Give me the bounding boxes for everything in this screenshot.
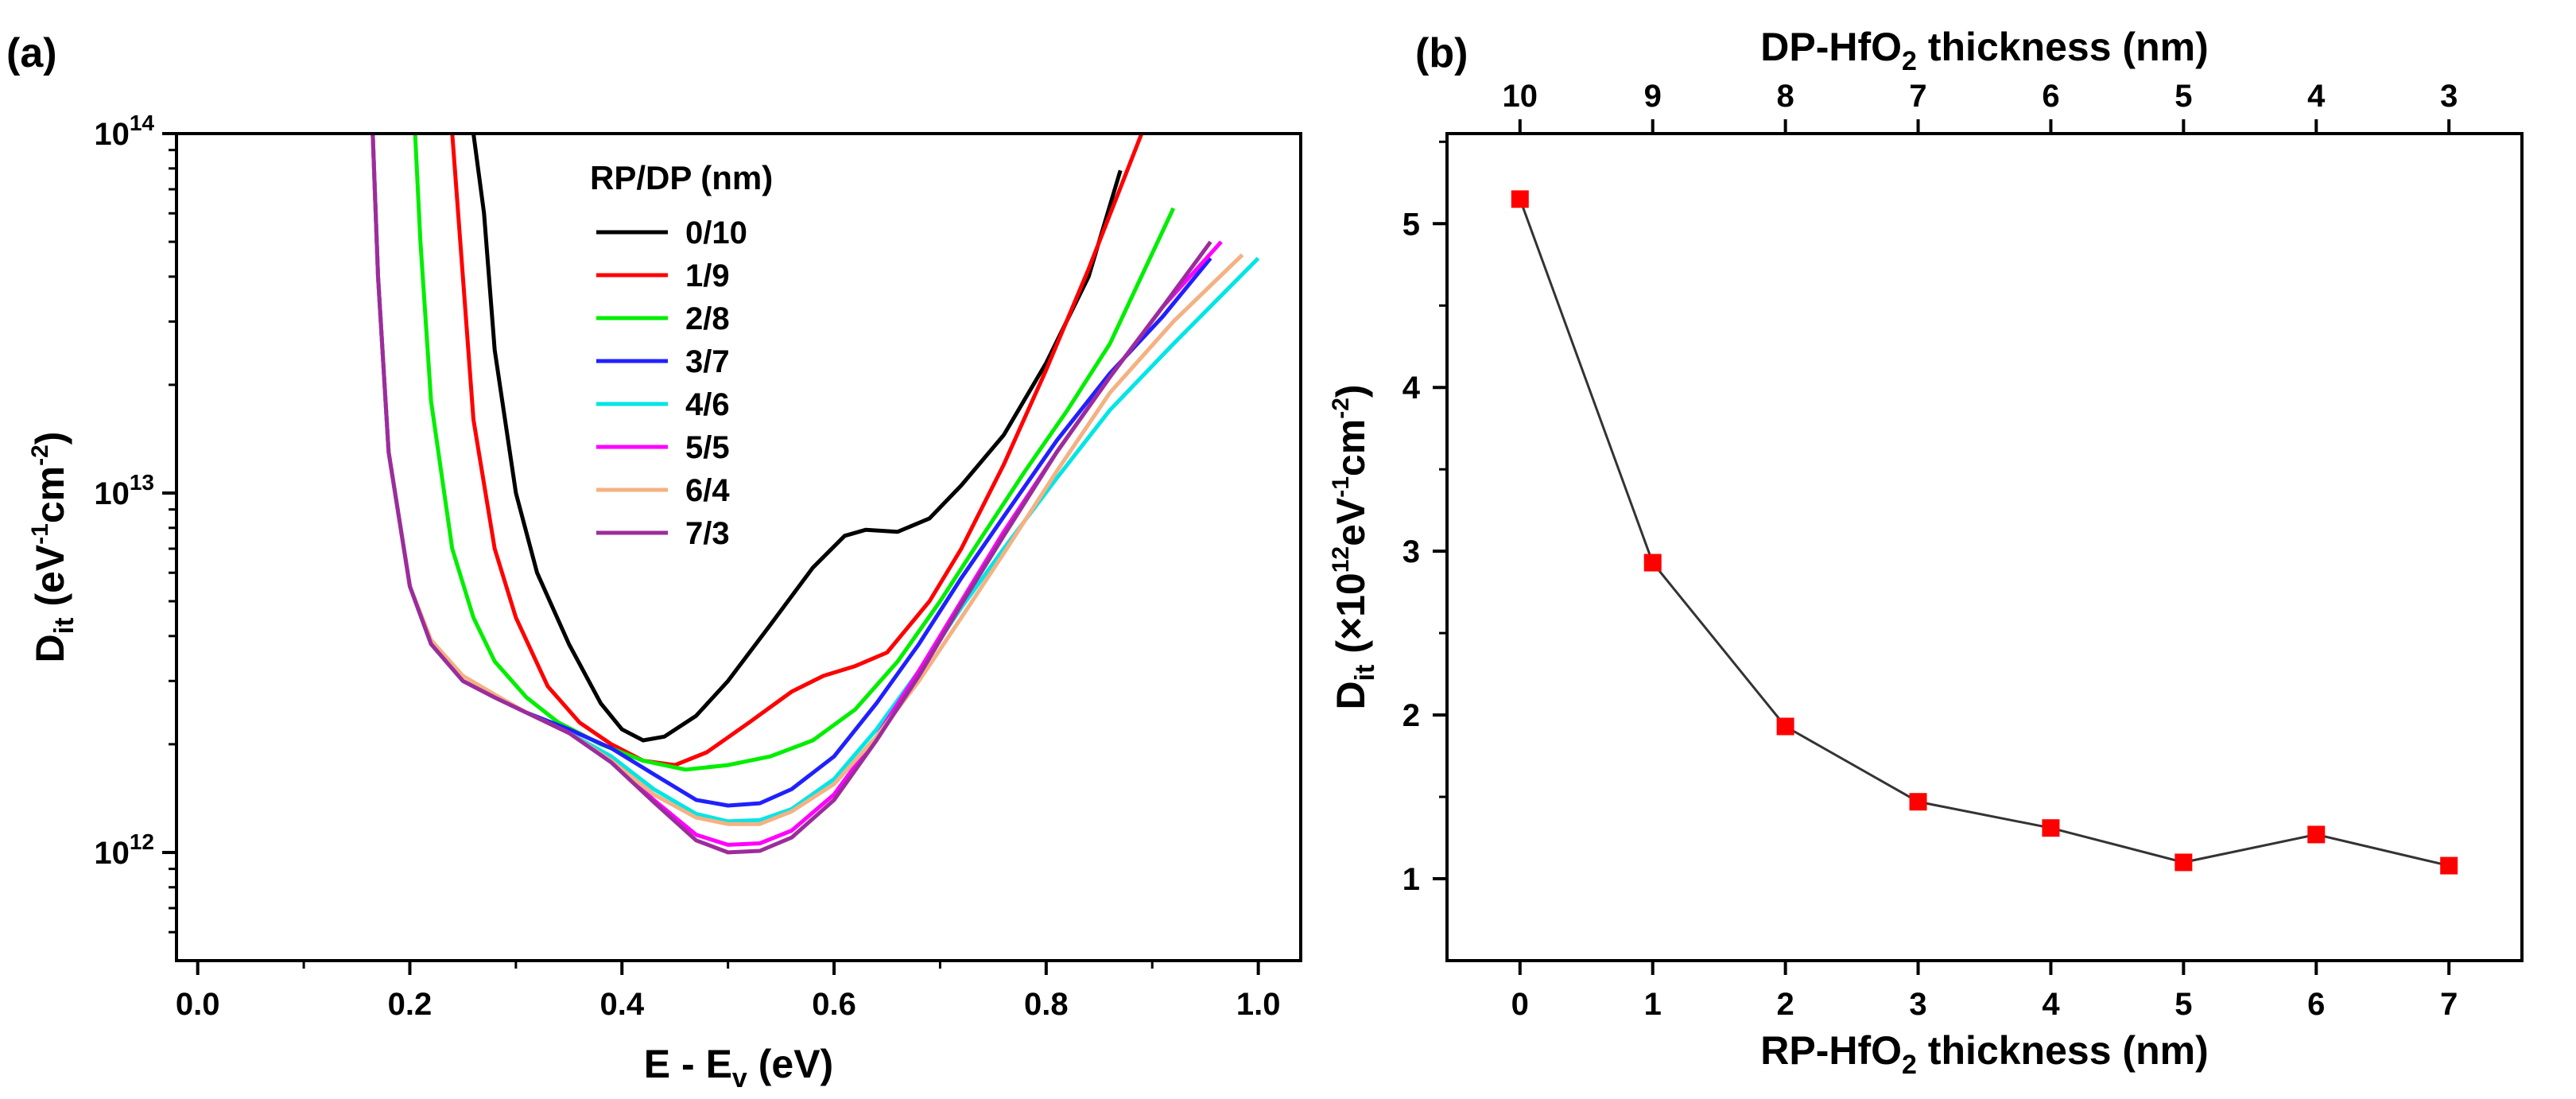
panel-b-top-x-axis-title: DP-HfO2 thickness (nm) — [1760, 25, 2208, 76]
x-tick-label: 0.2 — [388, 987, 433, 1022]
panel-b-y-axis-title: Dit (×1012eV-1cm-2) — [1328, 384, 1380, 709]
panel-a-y-ticks: 1012 1013 1014 — [94, 111, 177, 934]
legend-label-5-5: 5/5 — [685, 430, 730, 465]
top-x-tick-label: 7 — [1909, 79, 1926, 114]
x-tick-label: 2 — [1777, 987, 1794, 1022]
y-tick-label: 2 — [1402, 698, 1420, 733]
x-tick-label: 4 — [2042, 987, 2060, 1022]
legend-label-2-8: 2/8 — [685, 301, 730, 336]
legend-label-1-9: 1/9 — [685, 258, 730, 293]
data-point-marker — [2440, 856, 2458, 875]
data-point-marker — [2307, 825, 2326, 844]
x-tick-label: 6 — [2307, 987, 2325, 1022]
series-line-1-9 — [450, 134, 1144, 767]
y-tick-label: 1013 — [94, 470, 154, 511]
y-tick-label: 3 — [1402, 534, 1420, 569]
legend-label-3-7: 3/7 — [685, 344, 730, 379]
panel-b-top-x-ticks: 10 9 8 7 6 5 4 3 — [1503, 79, 2458, 134]
legend-label-6-4: 6/4 — [685, 473, 730, 508]
panel-a-y-axis-title: Dit (eV-1cm-2) — [27, 432, 80, 663]
x-tick-label: 5 — [2174, 987, 2192, 1022]
top-x-tick-label: 6 — [2042, 79, 2059, 114]
panel-b-label: (b) — [1415, 30, 1468, 76]
data-point-marker — [1776, 717, 1794, 736]
data-point-marker — [1909, 793, 1927, 811]
top-x-tick-label: 4 — [2307, 79, 2326, 114]
series-line-3-7 — [370, 134, 1212, 808]
y-tick-label: 1012 — [94, 829, 154, 871]
panel-b-x-ticks: 0 1 2 3 4 5 6 7 — [1511, 961, 2458, 1022]
x-tick-label: 3 — [1909, 987, 1926, 1022]
data-point-marker — [2042, 819, 2060, 837]
top-x-tick-label: 10 — [1503, 79, 1538, 114]
legend-label-7-3: 7/3 — [685, 516, 730, 551]
series-line-2-8 — [413, 134, 1176, 772]
x-tick-label: 1 — [1644, 987, 1662, 1022]
top-x-tick-label: 8 — [1777, 79, 1794, 114]
panel-b-x-axis-title: RP-HfO2 thickness (nm) — [1760, 1028, 2208, 1080]
series-line-7-3 — [370, 134, 1212, 855]
panel-a-x-axis-title: E - Ev (eV) — [644, 1042, 833, 1093]
x-tick-label: 0.4 — [599, 987, 644, 1022]
panel-a-plot-area — [370, 134, 1260, 855]
data-point-marker — [1511, 190, 1529, 208]
series-line-5-5 — [370, 134, 1223, 847]
panel-b: (b) 0 1 2 3 4 5 6 7 10 9 8 7 6 5 4 3 1 2 3 4 5 RP-HfO2 thi… — [1328, 25, 2524, 1080]
panel-a: (a) 0.0 0.2 0.4 0.6 0.8 1.0 1012 1013 1014 E - … — [6, 30, 1302, 1093]
top-x-tick-label: 3 — [2440, 79, 2458, 114]
legend-label-0-10: 0/10 — [685, 216, 747, 250]
panel-b-plot-area — [1511, 190, 2458, 875]
y-tick-label: 5 — [1402, 207, 1420, 242]
series-line-0-10 — [471, 134, 1123, 743]
dit-vs-thickness-line — [1519, 198, 2450, 868]
panel-a-frame — [175, 132, 1302, 962]
top-x-tick-label: 9 — [1644, 79, 1662, 114]
legend-label-4-6: 4/6 — [685, 387, 730, 422]
panel-b-frame — [1445, 132, 2524, 962]
x-tick-label: 0.6 — [812, 987, 856, 1022]
series-line-6-4 — [370, 134, 1244, 826]
y-tick-label: 4 — [1402, 371, 1421, 406]
legend-title: RP/DP (nm) — [590, 159, 773, 196]
panel-a-x-ticks: 0.0 0.2 0.4 0.6 0.8 1.0 — [176, 961, 1281, 1022]
top-x-tick-label: 5 — [2174, 79, 2192, 114]
series-line-4-6 — [370, 134, 1260, 824]
y-tick-label: 1014 — [94, 111, 154, 152]
x-tick-label: 0.8 — [1024, 987, 1069, 1022]
panel-b-y-ticks: 1 2 3 4 5 — [1402, 140, 1447, 897]
x-tick-label: 7 — [2440, 987, 2458, 1022]
x-tick-label: 1.0 — [1236, 987, 1281, 1022]
data-point-marker — [1643, 553, 1662, 572]
x-tick-label: 0 — [1511, 987, 1529, 1022]
y-tick-label: 1 — [1402, 862, 1420, 897]
data-point-marker — [2174, 853, 2193, 872]
x-tick-label: 0.0 — [176, 987, 220, 1022]
panel-a-legend: RP/DP (nm) 0/10 1/9 2/8 3/7 4/6 5/5 6/4 7/3 — [590, 159, 773, 551]
panel-a-label: (a) — [6, 30, 57, 76]
